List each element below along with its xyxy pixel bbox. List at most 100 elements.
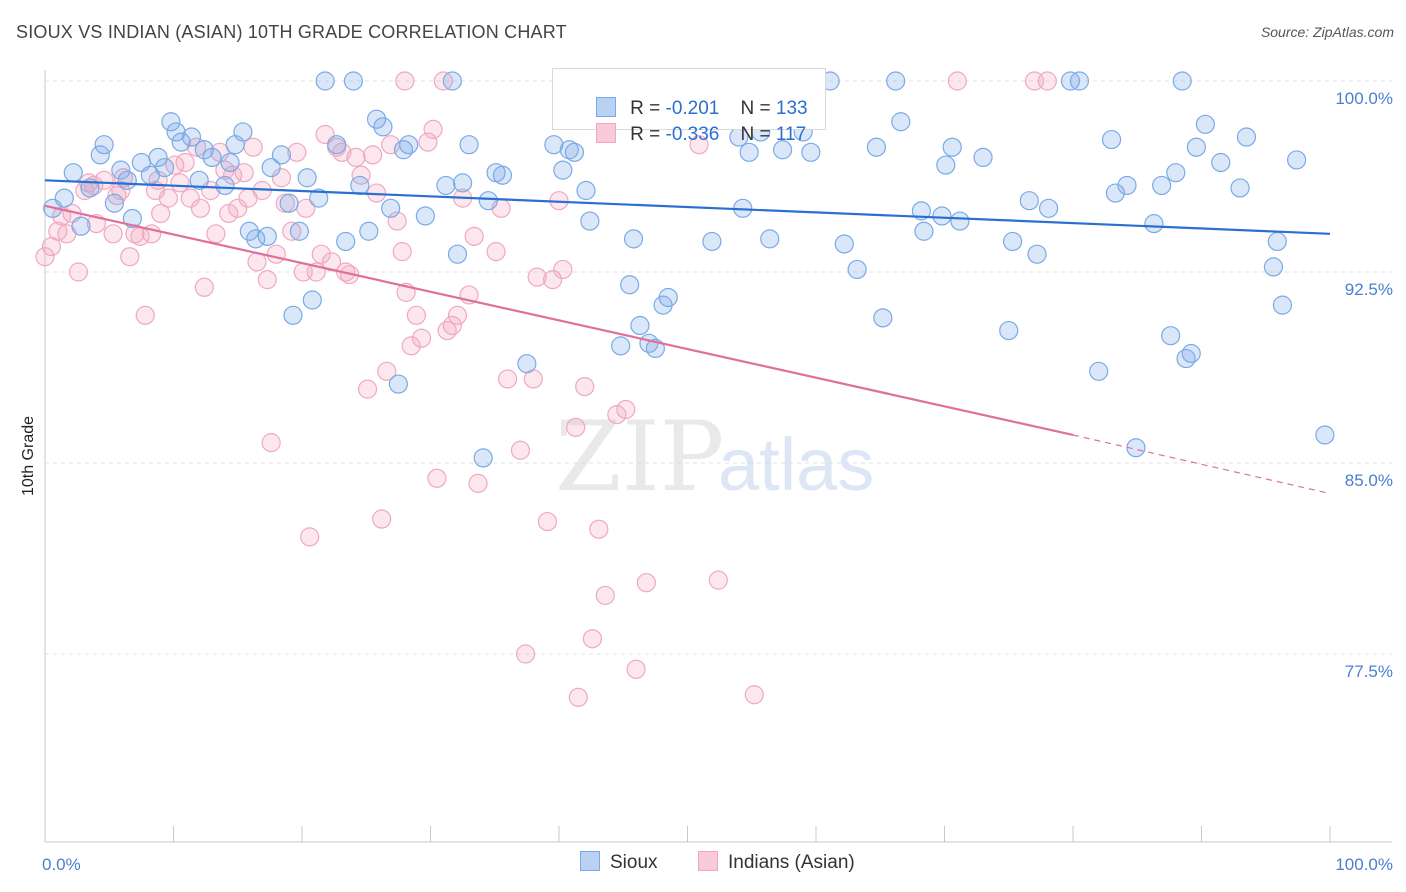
x-tick-label: 0.0% xyxy=(42,855,81,874)
sioux-point xyxy=(620,275,640,295)
indian-point xyxy=(377,361,397,381)
r-value-sioux: -0.201 xyxy=(665,98,720,119)
sioux-point xyxy=(891,112,911,132)
indian-point xyxy=(266,244,286,264)
sioux-point xyxy=(658,287,678,308)
indian-point xyxy=(427,468,447,488)
sioux-point xyxy=(1152,175,1172,196)
sioux-point xyxy=(166,122,186,142)
sioux-point xyxy=(90,145,110,165)
indian-point xyxy=(708,570,728,590)
sioux-point xyxy=(436,175,456,196)
indian-trend-extension xyxy=(1072,434,1331,495)
sioux-point xyxy=(950,211,970,231)
sioux-point xyxy=(366,109,387,129)
sioux-point xyxy=(936,155,956,175)
sioux-point xyxy=(54,188,74,208)
indian-point xyxy=(346,147,366,167)
sioux-point xyxy=(336,231,356,252)
sioux-point xyxy=(215,175,235,196)
indian-point xyxy=(464,226,484,246)
n-label: N = xyxy=(740,98,776,119)
sioux-trend-line xyxy=(44,179,1331,235)
sioux-point xyxy=(553,160,573,180)
indian-point xyxy=(151,203,171,224)
y-tick-label: 77.5% xyxy=(1345,662,1393,681)
sioux-point xyxy=(772,140,793,160)
indian-point xyxy=(423,119,443,139)
y-tick-label: 85.0% xyxy=(1345,471,1393,490)
sioux-point xyxy=(171,132,191,152)
indian-point xyxy=(206,224,226,244)
legend-item-sioux[interactable]: Sioux xyxy=(580,851,658,874)
sioux-point xyxy=(473,448,493,468)
indian-point xyxy=(300,527,320,547)
sioux-point xyxy=(564,142,585,162)
sioux-point xyxy=(388,374,408,394)
n-value-sioux: 133 xyxy=(775,98,808,119)
sioux-point xyxy=(279,193,299,213)
watermark-atlas: atlas xyxy=(718,423,874,506)
legend-row-sioux: R = -0.201 N = 133 xyxy=(575,75,808,119)
indian-point xyxy=(575,377,595,397)
indian-point xyxy=(568,687,588,707)
sioux-point xyxy=(576,180,596,201)
indian-point xyxy=(437,320,457,341)
indian-point xyxy=(392,242,412,262)
r-label: R = xyxy=(630,98,666,119)
n-value-indian: 117 xyxy=(775,124,807,145)
sioux-point xyxy=(1019,191,1039,211)
sioux-point xyxy=(297,168,317,188)
sioux-point xyxy=(847,259,867,280)
r-label: R = xyxy=(630,124,666,145)
indian-point xyxy=(363,145,383,165)
sioux-point xyxy=(914,221,934,241)
sioux-point xyxy=(932,206,952,226)
sioux-point xyxy=(327,135,347,155)
indian-point xyxy=(175,152,195,173)
axes xyxy=(44,70,1392,843)
legend-item-indian[interactable]: Indians (Asian) xyxy=(698,851,855,874)
sioux-point xyxy=(453,173,473,193)
sioux-point xyxy=(261,157,281,178)
indian-point xyxy=(135,305,155,325)
sioux-point xyxy=(309,188,329,208)
sioux-point xyxy=(202,147,222,167)
sioux-point xyxy=(1230,178,1250,198)
sioux-point xyxy=(194,140,214,160)
indian-point xyxy=(498,369,518,389)
sioux-point xyxy=(1027,244,1047,264)
indian-point xyxy=(351,165,371,185)
sioux-point xyxy=(302,290,322,310)
sioux-point xyxy=(873,308,893,328)
indian-point xyxy=(486,242,506,262)
sioux-point xyxy=(1003,231,1023,252)
indian-point xyxy=(103,224,123,244)
sioux-point xyxy=(350,175,370,196)
sioux-point xyxy=(104,193,124,213)
sioux-point xyxy=(760,229,780,249)
sioux-point xyxy=(246,229,266,249)
indian-point xyxy=(120,247,140,267)
sioux-point xyxy=(702,231,722,252)
indian-point xyxy=(595,585,615,606)
indian-trend-line xyxy=(44,204,1074,437)
sioux-point xyxy=(117,170,137,190)
indian-point xyxy=(219,203,239,224)
indian-point xyxy=(243,137,263,157)
indian-point xyxy=(261,433,281,453)
sioux-point xyxy=(1286,150,1307,170)
indian-point xyxy=(170,173,190,193)
indian-points xyxy=(35,71,1057,707)
indian-point xyxy=(689,135,709,155)
sioux-point xyxy=(442,71,462,91)
sioux-point xyxy=(1166,163,1186,183)
indian-point xyxy=(180,188,200,208)
indian-point xyxy=(321,252,342,272)
sioux-point xyxy=(1315,425,1335,445)
indian-point xyxy=(566,417,586,437)
indian-point xyxy=(234,163,254,183)
indian-point xyxy=(1037,71,1057,91)
sioux-legend-swatch xyxy=(580,851,600,871)
